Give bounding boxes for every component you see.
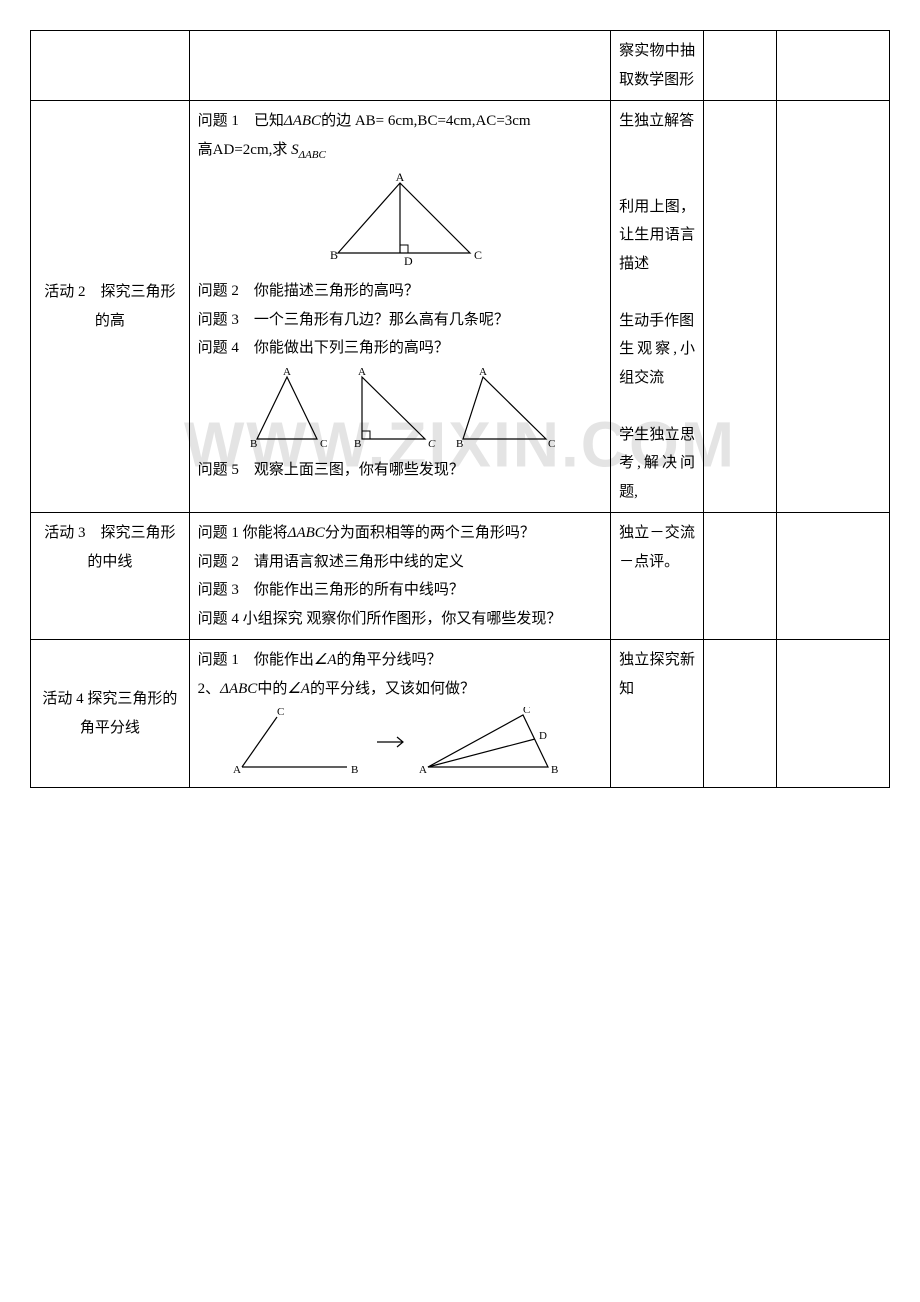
svg-text:C: C xyxy=(428,438,436,450)
r2c3: 生独立解答 利用上图，让生用语言描述 生动手作图 生观察,小组交流 学生独立思考… xyxy=(611,101,704,513)
svg-text:C: C xyxy=(277,707,284,718)
q1-line2: 高AD=2cm,求 SΔABC xyxy=(198,136,602,166)
r4-content: 问题 1 你能作出∠A的角平分线吗？ 2、ΔABC中的∠A的平分线，又该如何做？… xyxy=(189,640,610,788)
r3-title: 活动 3 探究三角形的中线 xyxy=(31,513,190,640)
figure-three-triangles: A B C A B C A B C xyxy=(198,363,602,456)
r3c5 xyxy=(776,513,889,640)
svg-text:C: C xyxy=(474,248,482,262)
r3q2: 问题 2 请用语言叙述三角形中线的定义 xyxy=(198,548,602,577)
r4q1: 问题 1 你能作出∠A的角平分线吗？ xyxy=(198,646,602,675)
q3: 问题 3 一个三角形有几边？那么高有几条呢？ xyxy=(198,306,602,335)
r4c3: 独立探究新知 xyxy=(611,640,704,788)
r3-content: 问题 1 你能将ΔABC分为面积相等的两个三角形吗？ 问题 2 请用语言叙述三角… xyxy=(189,513,610,640)
r2-title: 活动 2 探究三角形的高 xyxy=(31,101,190,513)
r4c5 xyxy=(776,640,889,788)
svg-text:C: C xyxy=(523,707,530,716)
r4-title: 活动 4 探究三角形的角平分线 xyxy=(31,640,190,788)
r3c3: 独立－交流－点评。 xyxy=(611,513,704,640)
r4c4 xyxy=(704,640,777,788)
r1c2 xyxy=(189,31,610,101)
r3c4 xyxy=(704,513,777,640)
r4q2: 2、ΔABC中的∠A的平分线，又该如何做？ xyxy=(198,675,602,704)
svg-text:D: D xyxy=(404,254,413,268)
r3q4: 问题 4 小组探究 观察你们所作图形，你又有哪些发现？ xyxy=(198,605,602,634)
svg-text:B: B xyxy=(354,438,361,450)
r2-content: 问题 1 已知ΔABC的边 AB= 6cm,BC=4cm,AC=3cm 高AD=… xyxy=(189,101,610,513)
svg-text:A: A xyxy=(479,367,487,378)
figure-angle-bisector: C A B C A B D xyxy=(198,703,602,781)
r2c5 xyxy=(776,101,889,513)
lesson-table: 察实物中抽取数学图形 活动 2 探究三角形的高 问题 1 已知ΔABC的边 AB… xyxy=(30,30,890,788)
r2c4 xyxy=(704,101,777,513)
svg-text:B: B xyxy=(456,438,463,450)
r1c3: 察实物中抽取数学图形 xyxy=(611,31,704,101)
svg-text:A: A xyxy=(419,764,427,776)
r3q1: 问题 1 你能将ΔABC分为面积相等的两个三角形吗？ xyxy=(198,519,602,548)
figure-triangle-altitude: A B C D xyxy=(310,171,490,271)
r3q3: 问题 3 你能作出三角形的所有中线吗？ xyxy=(198,576,602,605)
svg-text:A: A xyxy=(396,171,405,184)
r1c5 xyxy=(776,31,889,101)
svg-text:B: B xyxy=(351,764,358,776)
svg-text:B: B xyxy=(551,764,558,776)
svg-text:C: C xyxy=(548,438,555,450)
q4: 问题 4 你能做出下列三角形的高吗？ xyxy=(198,334,602,363)
svg-text:B: B xyxy=(250,438,257,450)
svg-text:A: A xyxy=(358,367,366,378)
svg-text:A: A xyxy=(283,367,291,378)
q2: 问题 2 你能描述三角形的高吗？ xyxy=(198,277,602,306)
svg-text:A: A xyxy=(233,764,241,776)
q5: 问题 5 观察上面三图，你有哪些发现？ xyxy=(198,456,602,485)
svg-text:C: C xyxy=(320,438,327,450)
q1-line1: 问题 1 已知ΔABC的边 AB= 6cm,BC=4cm,AC=3cm xyxy=(198,107,602,136)
svg-text:D: D xyxy=(539,730,547,742)
r1c1 xyxy=(31,31,190,101)
r1c4 xyxy=(704,31,777,101)
svg-text:B: B xyxy=(330,248,338,262)
